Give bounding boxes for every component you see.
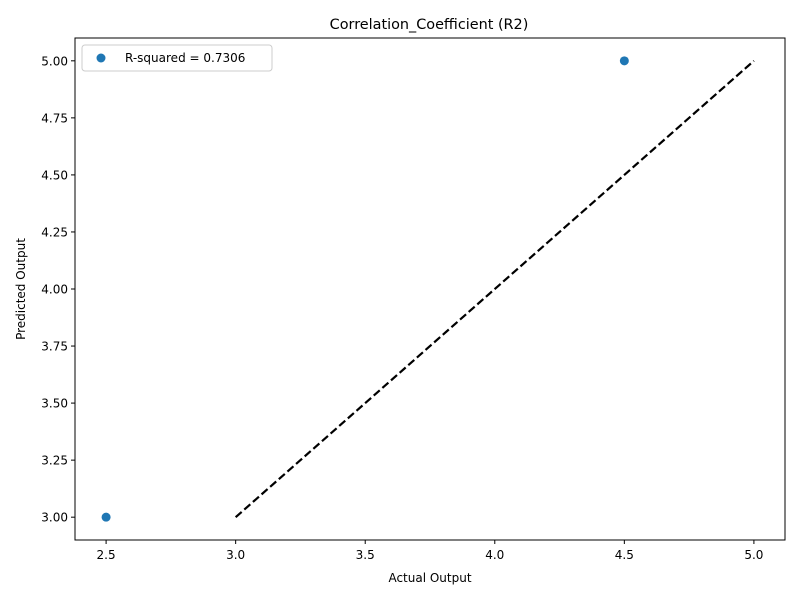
y-tick-label: 4.25 (41, 225, 68, 239)
x-tick-label: 4.5 (615, 548, 634, 562)
x-axis-label: Actual Output (388, 571, 471, 585)
y-tick-label: 3.50 (41, 397, 68, 411)
legend-label: R-squared = 0.7306 (125, 51, 245, 65)
x-tick-label: 5.0 (744, 548, 763, 562)
x-tick-label: 3.5 (356, 548, 375, 562)
y-tick-label: 4.00 (41, 283, 68, 297)
x-tick-label: 2.5 (97, 548, 116, 562)
legend-marker (96, 53, 106, 63)
x-tick-label: 4.0 (485, 548, 504, 562)
chart-title: Correlation_Coefficient (R2) (330, 17, 529, 33)
y-axis-label: Predicted Output (14, 238, 28, 340)
x-axis-ticks: 2.5 3.0 3.5 4.0 4.5 5.0 (97, 540, 763, 562)
y-tick-label: 3.75 (41, 340, 68, 354)
legend-box (81, 44, 273, 72)
data-point-0-1 (619, 56, 629, 66)
x-tick-label: 3.0 (226, 548, 245, 562)
y-axis-ticks: 3.00 3.25 3.50 3.75 4.00 4.25 4.50 4.75 5.00 (41, 54, 75, 525)
legend: R-squared = 0.7306 (81, 44, 273, 72)
y-tick-label: 4.75 (41, 111, 68, 125)
reference-line (234, 59, 755, 519)
data-point-0-0 (101, 512, 111, 522)
y-tick-label: 5.00 (41, 54, 68, 68)
y-tick-label: 3.00 (41, 511, 68, 525)
y-tick-label: 4.50 (41, 168, 68, 182)
y-tick-label: 3.25 (41, 454, 68, 468)
